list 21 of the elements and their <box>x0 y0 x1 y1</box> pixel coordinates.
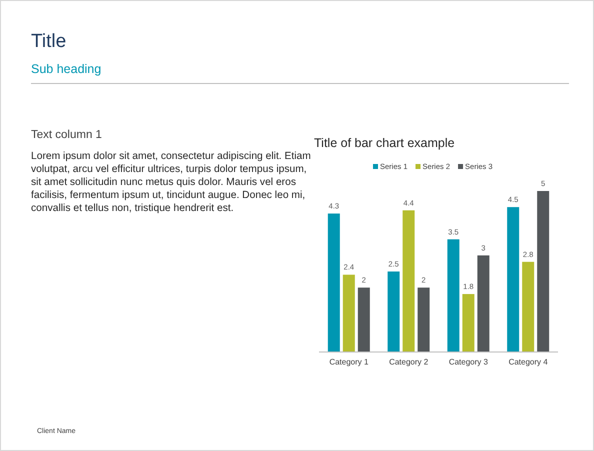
bar <box>418 288 430 352</box>
bar <box>388 272 400 352</box>
bar <box>462 294 474 352</box>
bar <box>447 239 460 352</box>
bar <box>402 210 415 352</box>
text: Text column 1 <box>31 128 103 142</box>
text: Sub heading <box>31 62 102 76</box>
bar <box>507 207 520 352</box>
bar <box>342 274 355 352</box>
bar <box>328 214 340 352</box>
bar <box>522 262 534 352</box>
chart-title: Title of bar chart example <box>314 136 455 150</box>
bar <box>477 255 490 352</box>
bar <box>358 288 370 352</box>
text: Title <box>31 31 66 53</box>
x-tick-label: Category 4 <box>508 358 548 367</box>
bar <box>537 191 550 352</box>
x-tick-label: Category 1 <box>329 358 369 367</box>
x-tick-label: Category 2 <box>389 358 429 367</box>
x-tick-label: Category 3 <box>448 358 488 367</box>
text: Lorem ipsum dolor sit amet, consectetur adipiscing elit. Etiam volutpat, arcu vel efficitur ultrices, turpis dolor tempus ipsum, sit amet sollicitudin nunc metus quis dolor. Mauris vel eros facilisis, fermentum ipsum ut, tincidunt augue. Donec leo mi, convallis et tellus non, tristique hendrerit est. <box>31 150 312 215</box>
